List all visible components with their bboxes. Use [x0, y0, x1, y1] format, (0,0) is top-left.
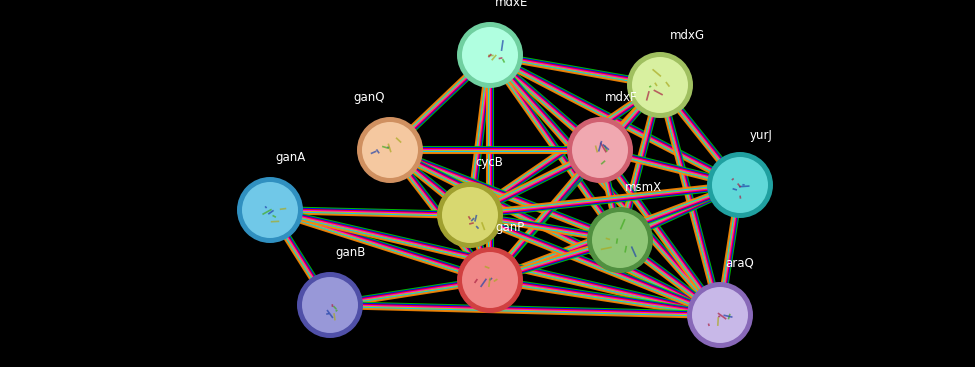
Circle shape: [457, 247, 523, 313]
Circle shape: [362, 122, 418, 178]
Circle shape: [457, 22, 523, 88]
Circle shape: [462, 27, 518, 83]
Circle shape: [357, 117, 423, 183]
Circle shape: [297, 272, 363, 338]
Text: mdxF: mdxF: [605, 91, 638, 104]
Text: araQ: araQ: [725, 256, 754, 269]
Text: msmX: msmX: [625, 181, 662, 194]
Text: yurJ: yurJ: [750, 129, 773, 142]
Text: ganQ: ganQ: [354, 91, 385, 104]
Text: ganA: ganA: [275, 151, 305, 164]
Circle shape: [707, 152, 773, 218]
Text: mdxG: mdxG: [670, 29, 705, 42]
Circle shape: [587, 207, 653, 273]
Circle shape: [627, 52, 693, 118]
Text: ganB: ganB: [335, 246, 366, 259]
Circle shape: [632, 57, 688, 113]
Circle shape: [567, 117, 633, 183]
Circle shape: [442, 187, 498, 243]
Circle shape: [242, 182, 298, 238]
Circle shape: [302, 277, 358, 333]
Circle shape: [572, 122, 628, 178]
Circle shape: [692, 287, 748, 343]
Circle shape: [592, 212, 648, 268]
Circle shape: [237, 177, 303, 243]
Circle shape: [712, 157, 768, 213]
Circle shape: [462, 252, 518, 308]
Text: ganP: ganP: [495, 221, 525, 234]
Text: mdxE: mdxE: [495, 0, 528, 9]
Circle shape: [437, 182, 503, 248]
Text: cycB: cycB: [475, 156, 503, 169]
Circle shape: [687, 282, 753, 348]
